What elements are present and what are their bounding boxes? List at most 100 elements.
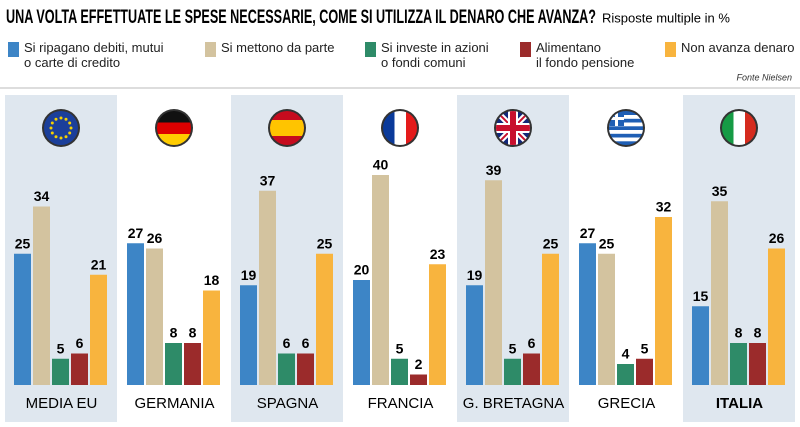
- bar: [579, 243, 596, 385]
- bar: [410, 374, 427, 385]
- value-label: 18: [204, 272, 220, 288]
- legend-item: Non avanza denaro: [665, 40, 795, 57]
- x-tick-label: FRANCIA: [368, 395, 434, 412]
- value-label: 40: [373, 157, 389, 173]
- x-tick-label: ITALIA: [716, 395, 763, 412]
- value-label: 34: [34, 188, 50, 204]
- value-label: 39: [486, 162, 502, 178]
- bar: [127, 243, 144, 385]
- chart-title: UNA VOLTA EFFETTUATE LE SPESE NECESSARIE…: [6, 7, 596, 28]
- x-tick-label: SPAGNA: [257, 395, 318, 412]
- bar: [316, 253, 333, 385]
- value-label: 6: [302, 335, 310, 351]
- value-label: 4: [622, 346, 630, 362]
- flag: [42, 109, 80, 147]
- value-label: 8: [735, 325, 743, 341]
- bar: [542, 253, 559, 385]
- legend-label: Si ripagano debiti, mutui o carte di cre…: [24, 40, 164, 70]
- bar: [598, 253, 615, 385]
- legend-label: Non avanza denaro: [681, 40, 795, 55]
- bar: [485, 180, 502, 385]
- legend-item: Si mettono da parte: [205, 40, 335, 57]
- value-label: 27: [580, 225, 596, 241]
- value-label: 35: [712, 183, 728, 199]
- legend-swatch: [205, 42, 216, 57]
- value-label: 25: [599, 235, 615, 251]
- x-tick-label: GRECIA: [598, 395, 656, 412]
- bar: [71, 353, 88, 385]
- value-label: 8: [754, 325, 762, 341]
- value-label: 2: [415, 356, 423, 372]
- bar: [278, 353, 295, 385]
- value-label: 5: [57, 340, 65, 356]
- legend-swatch: [365, 42, 376, 57]
- value-label: 27: [128, 225, 144, 241]
- source: Fonte Nielsen: [736, 72, 792, 82]
- value-label: 25: [317, 235, 333, 251]
- legend-item: Alimentano il fondo pensione: [520, 40, 634, 70]
- bar: [636, 358, 653, 385]
- bar: [52, 358, 69, 385]
- flag: [381, 109, 419, 147]
- value-label: 21: [91, 256, 107, 272]
- value-label: 19: [467, 267, 483, 283]
- value-label: 6: [283, 335, 291, 351]
- value-label: 5: [641, 340, 649, 356]
- x-tick-label: MEDIA EU: [26, 395, 98, 412]
- value-label: 26: [147, 230, 163, 246]
- bar: [768, 248, 785, 385]
- bar: [466, 285, 483, 385]
- bar: [391, 358, 408, 385]
- value-label: 25: [15, 235, 31, 251]
- flag: [155, 109, 193, 147]
- value-label: 19: [241, 267, 257, 283]
- legend-label: Si investe in azioni o fondi comuni: [381, 40, 489, 70]
- bar: [429, 264, 446, 385]
- legend-label: Alimentano il fondo pensione: [536, 40, 635, 70]
- bar: [184, 343, 201, 385]
- bar: [523, 353, 540, 385]
- value-label: 37: [260, 172, 276, 188]
- bar: [33, 206, 50, 385]
- bar: [617, 364, 634, 385]
- bar: [730, 343, 747, 385]
- bar: [146, 248, 163, 385]
- bar: [692, 306, 709, 385]
- x-tick-label: G. BRETAGNA: [463, 395, 564, 412]
- bar: [240, 285, 257, 385]
- value-label: 20: [354, 262, 370, 278]
- value-label: 6: [528, 335, 536, 351]
- x-tick-label: GERMANIA: [134, 395, 214, 412]
- value-label: 26: [769, 230, 785, 246]
- bar: [372, 175, 389, 385]
- value-label: 32: [656, 199, 672, 215]
- value-label: 15: [693, 288, 709, 304]
- legend-item: Si ripagano debiti, mutui o carte di cre…: [8, 40, 163, 70]
- flag: [607, 109, 645, 147]
- value-label: 8: [170, 325, 178, 341]
- legend-swatch: [665, 42, 676, 57]
- bar: [749, 343, 766, 385]
- value-label: 25: [543, 235, 559, 251]
- bar: [353, 280, 370, 385]
- bar: [203, 290, 220, 385]
- bar: [297, 353, 314, 385]
- bar: [711, 201, 728, 385]
- chart-subtitle: Risposte multiple in %: [602, 10, 730, 25]
- bar: [90, 274, 107, 385]
- value-label: 8: [189, 325, 197, 341]
- value-label: 23: [430, 246, 446, 262]
- value-label: 6: [76, 335, 84, 351]
- value-label: 5: [509, 340, 517, 356]
- flag: [494, 109, 532, 147]
- legend-swatch: [520, 42, 531, 57]
- legend-item: Si investe in azioni o fondi comuni: [365, 40, 489, 70]
- bar: [14, 253, 31, 385]
- legend-label: Si mettono da parte: [221, 40, 335, 55]
- value-label: 5: [396, 340, 404, 356]
- flag: [720, 109, 758, 147]
- flag: [268, 109, 306, 147]
- bar: [504, 358, 521, 385]
